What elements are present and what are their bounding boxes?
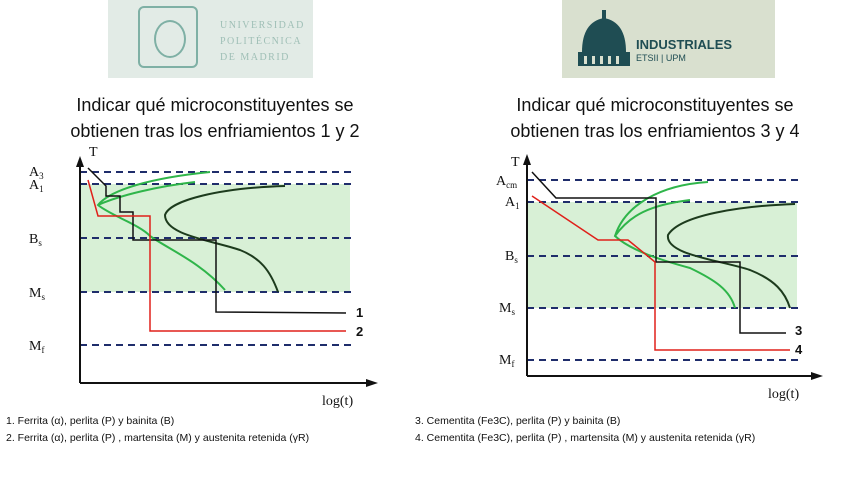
svg-text:log(t): log(t)	[768, 387, 799, 402]
logo-name: INDUSTRIALES	[636, 37, 733, 52]
answers-left: 1. Ferrita (α), perlita (P) y bainita (B…	[6, 413, 309, 447]
svg-text:3: 3	[795, 323, 802, 338]
diagram-1-title: Indicar qué microconstituyentes se obtie…	[20, 92, 410, 144]
svg-text:Mf: Mf	[29, 339, 44, 355]
svg-text:4: 4	[795, 342, 803, 357]
ttt-diagram-right: T Acm A1 Bs Ms Mf log(t) 3 4	[496, 154, 823, 402]
title-line-1: Indicar qué microconstituyentes se	[516, 95, 794, 115]
svg-text:A1: A1	[505, 195, 520, 211]
svg-text:2: 2	[356, 324, 363, 339]
title-line-2: obtienen tras los enfriamientos 3 y 4	[510, 121, 800, 141]
svg-text:T: T	[89, 145, 98, 160]
logo-sub: ETSII | UPM	[636, 53, 686, 63]
svg-text:Acm: Acm	[496, 174, 517, 190]
upm-logo: UNIVERSIDAD POLITÉCNICA DE MADRID	[108, 0, 313, 78]
title-line-1: Indicar qué microconstituyentes se	[76, 95, 354, 115]
logo-line-2: POLITÉCNICA	[220, 36, 303, 47]
answer-4: 4. Cementita (Fe3C), perlita (P) , marte…	[415, 432, 756, 444]
svg-text:Ms: Ms	[499, 301, 515, 317]
svg-text:Bs: Bs	[29, 232, 42, 248]
logo-line-3: DE MADRID	[220, 52, 290, 63]
svg-text:log(t): log(t)	[322, 394, 353, 409]
svg-text:Bs: Bs	[505, 249, 518, 265]
upm-emblem-icon	[138, 6, 198, 68]
industriales-logo: INDUSTRIALES ETSII | UPM	[562, 0, 775, 78]
answers-right: 3. Cementita (Fe3C), perlita (P) y baini…	[415, 413, 755, 447]
svg-text:1: 1	[356, 305, 363, 320]
answer-1: 1. Ferrita (α), perlita (P) y bainita (B…	[6, 415, 175, 427]
logo-line-1: UNIVERSIDAD	[220, 20, 305, 31]
svg-text:Ms: Ms	[29, 286, 45, 302]
ttt-diagram-left: T A3 A1 Bs Ms Mf log(t) 1 2	[29, 145, 378, 409]
dome-icon	[578, 10, 630, 66]
diagram-2-title: Indicar qué microconstituyentes se obtie…	[460, 92, 848, 144]
title-line-2: obtienen tras los enfriamientos 1 y 2	[70, 121, 360, 141]
answer-3: 3. Cementita (Fe3C), perlita (P) y baini…	[415, 415, 621, 427]
svg-text:T: T	[511, 155, 520, 170]
svg-text:Mf: Mf	[499, 353, 514, 369]
answer-2: 2. Ferrita (α), perlita (P) , martensita…	[6, 432, 310, 444]
